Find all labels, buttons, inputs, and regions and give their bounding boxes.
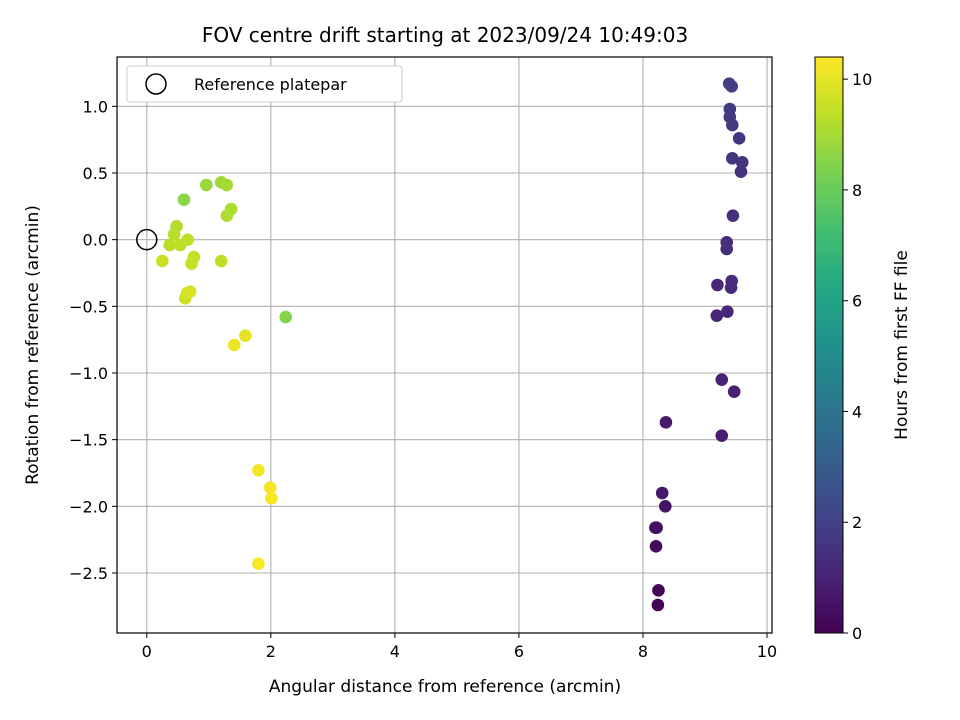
data-point — [163, 238, 177, 252]
data-point — [734, 165, 748, 178]
data-point — [659, 500, 672, 513]
data-point — [711, 278, 724, 292]
x-tick-label: 8 — [638, 642, 648, 661]
data-point — [263, 481, 277, 494]
chart-title: FOV centre drift starting at 2023/09/24 … — [202, 23, 688, 47]
data-point — [214, 254, 228, 268]
data-point — [227, 338, 241, 352]
plot-frame — [116, 56, 773, 634]
colorbar-tick-label: 4 — [852, 402, 862, 421]
colorbar-tick-label: 0 — [852, 624, 862, 643]
data-point — [721, 305, 734, 318]
colorbar: 0 2 4 6 8 10 Hours from first FF file — [814, 56, 912, 643]
data-point — [726, 152, 739, 165]
data-point — [715, 429, 729, 442]
data-point — [732, 132, 746, 145]
x-tick-label: 4 — [390, 642, 400, 661]
data-point — [279, 310, 293, 324]
data-point — [715, 373, 729, 386]
data-point — [183, 285, 197, 298]
legend-reference-marker — [145, 73, 167, 95]
legend-entry-label: Reference platepar — [194, 75, 347, 94]
data-point — [265, 492, 278, 505]
data-point — [181, 233, 195, 246]
y-tick-label: 1.0 — [83, 97, 108, 116]
data-point — [720, 236, 734, 249]
colorbar-tick-label: 6 — [852, 292, 862, 311]
y-tick-label: −0.5 — [69, 297, 108, 316]
x-axis-label: Angular distance from reference (arcmin) — [269, 677, 621, 697]
data-point — [722, 77, 736, 90]
y-tick-label: −2.5 — [69, 564, 108, 583]
x-tick-label: 10 — [757, 642, 777, 661]
y-axis: 1.0 0.5 0.0 −0.5 −1.0 −1.5 −2.0 −2.5 — [69, 97, 117, 583]
data-point — [652, 584, 665, 597]
y-axis-label: Rotation from reference (arcmin) — [23, 205, 43, 485]
data-point — [200, 178, 213, 192]
data-point — [252, 464, 265, 477]
x-tick-label: 2 — [266, 642, 276, 661]
colorbar-label: Hours from first FF file — [892, 250, 912, 440]
y-tick-label: −1.0 — [69, 364, 108, 383]
x-tick-label: 6 — [514, 642, 524, 661]
data-point — [725, 274, 738, 288]
x-tick-label: 0 — [142, 642, 152, 661]
data-points — [155, 77, 749, 612]
data-point — [220, 178, 234, 192]
data-point — [651, 598, 665, 612]
colorbar-tick-label: 2 — [852, 513, 862, 532]
data-point — [650, 521, 663, 534]
data-point — [710, 309, 724, 322]
data-point — [185, 257, 198, 270]
data-point — [177, 193, 191, 206]
data-point — [167, 228, 181, 241]
data-point — [252, 557, 265, 570]
x-axis: 0 2 4 6 8 10 — [142, 633, 777, 661]
legend-box — [126, 65, 403, 103]
colorbar-ticks: 0 2 4 6 8 10 — [843, 70, 872, 643]
data-point — [735, 156, 749, 169]
data-point — [220, 209, 234, 222]
data-point — [659, 416, 673, 429]
grid — [117, 57, 772, 633]
data-point — [655, 486, 669, 500]
y-tick-label: −2.0 — [69, 497, 108, 516]
data-point — [155, 254, 169, 268]
y-tick-label: −1.5 — [69, 431, 108, 450]
y-tick-label: 0.5 — [83, 164, 108, 183]
legend: Reference platepar — [126, 65, 403, 103]
data-point — [727, 385, 741, 398]
data-point — [649, 540, 663, 553]
reference-platepar-marker — [136, 228, 158, 251]
y-tick-label: 0.0 — [83, 231, 108, 250]
data-point — [726, 209, 740, 222]
colorbar-gradient — [814, 56, 844, 634]
colorbar-tick-label: 8 — [852, 181, 862, 200]
data-point — [239, 329, 252, 342]
reference-marker-layer — [136, 228, 158, 251]
colorbar-tick-label: 10 — [852, 70, 872, 89]
data-point — [723, 102, 737, 116]
